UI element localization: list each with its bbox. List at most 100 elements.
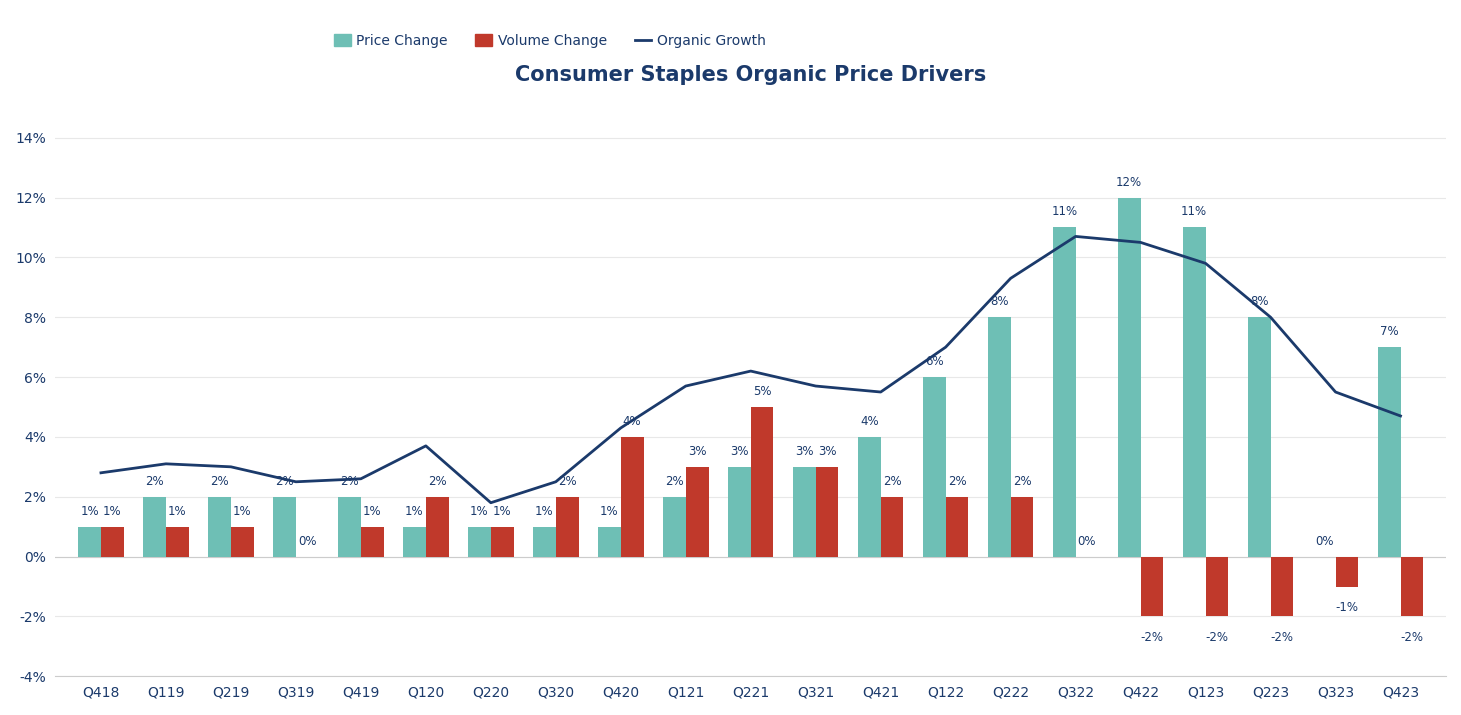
Bar: [231, 527, 254, 556]
Bar: [621, 437, 643, 556]
Bar: [1401, 556, 1423, 616]
Organic Growth: [158, 460, 175, 468]
Text: 11%: 11%: [1180, 205, 1207, 219]
Text: 5%: 5%: [752, 385, 771, 398]
Text: 1%: 1%: [600, 505, 618, 518]
Text: 1%: 1%: [232, 505, 251, 518]
Organic Growth: [872, 388, 890, 396]
Text: 2%: 2%: [340, 475, 359, 488]
Text: 11%: 11%: [1052, 205, 1077, 219]
Text: -2%: -2%: [1141, 631, 1163, 644]
Bar: [923, 377, 945, 556]
Text: 1%: 1%: [80, 505, 99, 518]
Text: 2%: 2%: [1012, 475, 1031, 488]
Bar: [143, 497, 167, 556]
Bar: [207, 497, 231, 556]
Text: -2%: -2%: [1401, 631, 1423, 644]
Text: -1%: -1%: [1335, 601, 1359, 614]
Bar: [1248, 317, 1271, 556]
Bar: [533, 527, 555, 556]
Bar: [751, 407, 773, 556]
Text: 2%: 2%: [665, 475, 684, 488]
Text: 2%: 2%: [558, 475, 577, 488]
Bar: [1335, 556, 1359, 586]
Text: 12%: 12%: [1116, 176, 1143, 189]
Text: 2%: 2%: [948, 475, 966, 488]
Bar: [337, 497, 361, 556]
Text: 3%: 3%: [818, 445, 836, 458]
Bar: [361, 527, 384, 556]
Bar: [881, 497, 903, 556]
Bar: [663, 497, 685, 556]
Text: 3%: 3%: [730, 445, 748, 458]
Organic Growth: [1262, 313, 1280, 322]
Text: 7%: 7%: [1379, 325, 1398, 338]
Bar: [167, 527, 188, 556]
Organic Growth: [352, 475, 370, 483]
Text: 2%: 2%: [145, 475, 164, 488]
Text: 0%: 0%: [1315, 535, 1334, 548]
Bar: [491, 527, 514, 556]
Bar: [793, 467, 815, 556]
Organic Growth: [288, 478, 305, 486]
Bar: [815, 467, 839, 556]
Text: 1%: 1%: [168, 505, 187, 518]
Bar: [1271, 556, 1293, 616]
Text: -2%: -2%: [1271, 631, 1293, 644]
Text: 1%: 1%: [362, 505, 381, 518]
Text: 2%: 2%: [882, 475, 901, 488]
Text: 8%: 8%: [1251, 295, 1268, 308]
Text: 0%: 0%: [1078, 535, 1096, 548]
Bar: [858, 437, 881, 556]
Title: Consumer Staples Organic Price Drivers: Consumer Staples Organic Price Drivers: [516, 65, 986, 85]
Text: 8%: 8%: [991, 295, 1008, 308]
Text: 2%: 2%: [428, 475, 447, 488]
Text: 2%: 2%: [275, 475, 294, 488]
Text: 3%: 3%: [795, 445, 814, 458]
Bar: [468, 527, 491, 556]
Organic Growth: [676, 382, 694, 390]
Bar: [1118, 197, 1141, 556]
Bar: [598, 527, 621, 556]
Bar: [728, 467, 751, 556]
Bar: [101, 527, 124, 556]
Bar: [79, 527, 101, 556]
Text: 4%: 4%: [622, 415, 641, 428]
Text: 1%: 1%: [535, 505, 554, 518]
Organic Growth: [742, 367, 760, 375]
Text: -2%: -2%: [1205, 631, 1229, 644]
Bar: [988, 317, 1011, 556]
Organic Growth: [1002, 274, 1020, 282]
Text: 1%: 1%: [405, 505, 424, 518]
Organic Growth: [482, 498, 500, 507]
Text: 6%: 6%: [925, 355, 944, 368]
Organic Growth: [1197, 259, 1214, 267]
Bar: [1378, 347, 1401, 556]
Bar: [273, 497, 297, 556]
Organic Growth: [416, 442, 434, 450]
Organic Growth: [1132, 238, 1150, 247]
Organic Growth: [546, 478, 564, 486]
Bar: [685, 467, 709, 556]
Organic Growth: [1067, 232, 1084, 241]
Organic Growth: [806, 382, 824, 390]
Organic Growth: [612, 423, 630, 432]
Text: 1%: 1%: [492, 505, 511, 518]
Text: 1%: 1%: [104, 505, 121, 518]
Text: 3%: 3%: [688, 445, 706, 458]
Organic Growth: [222, 463, 240, 471]
Bar: [403, 527, 425, 556]
Bar: [1183, 227, 1205, 556]
Text: 1%: 1%: [470, 505, 489, 518]
Organic Growth: [937, 343, 954, 352]
Bar: [1053, 227, 1075, 556]
Organic Growth: [1392, 412, 1410, 420]
Text: 2%: 2%: [210, 475, 229, 488]
Line: Organic Growth: Organic Growth: [101, 237, 1401, 503]
Bar: [1011, 497, 1033, 556]
Bar: [425, 497, 449, 556]
Bar: [555, 497, 579, 556]
Bar: [1205, 556, 1229, 616]
Organic Growth: [92, 468, 110, 477]
Legend: Price Change, Volume Change, Organic Growth: Price Change, Volume Change, Organic Gro…: [329, 29, 771, 54]
